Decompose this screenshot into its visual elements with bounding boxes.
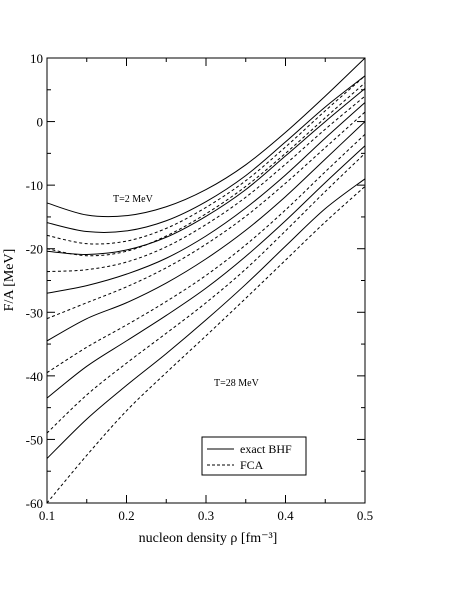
fca-curve-7	[46, 111, 366, 320]
plot-clip-group	[46, 57, 366, 504]
axis-ticks	[46, 57, 366, 504]
annotation-t2: T=2 MeV	[113, 194, 154, 205]
x-tick-label: 0.2	[118, 508, 134, 523]
bhf-curve-8	[46, 121, 366, 342]
legend: exact BHF FCA	[201, 436, 307, 476]
x-tick-label: 0.5	[357, 508, 373, 523]
fca-curve-13	[46, 186, 366, 504]
fca-curve-1	[46, 75, 366, 245]
x-axis-label: nucleon density ρ [fm⁻³]	[139, 531, 278, 546]
bhf-curve-6	[46, 102, 366, 294]
bhf-curve-2	[46, 75, 366, 233]
bhf-curve-10	[46, 145, 366, 399]
y-tick-label: -30	[26, 305, 43, 320]
bhf-curve-12	[46, 178, 366, 459]
y-tick-label: -10	[26, 178, 43, 193]
fca-curve-3	[46, 82, 366, 257]
y-tick-label: -60	[26, 496, 43, 511]
fca-curve-11	[46, 152, 366, 434]
annotation-t28: T=28 MeV	[214, 378, 260, 389]
x-tick-label: 0.1	[39, 508, 55, 523]
y-tick-label: -50	[26, 432, 43, 447]
y-tick-label: 0	[37, 115, 44, 130]
y-tick-label: -40	[26, 369, 43, 384]
legend-label-fca: FCA	[240, 458, 264, 472]
legend-label-exact-bhf: exact BHF	[240, 442, 292, 456]
x-tick-label: 0.3	[198, 508, 214, 523]
y-axis-label: F/A [MeV]	[2, 249, 17, 312]
bhf-curve-0	[46, 57, 366, 218]
y-tick-label: 10	[30, 51, 43, 66]
x-tick-label: 0.4	[277, 508, 294, 523]
tick-labels: 0.1 0.2 0.3 0.4 0.5 -60 -50 -40 -30 -20 -10 0 10	[26, 51, 373, 523]
legend-box	[201, 436, 307, 476]
y-tick-label: -20	[26, 242, 43, 257]
plot-frame	[46, 57, 366, 504]
bhf-curve-4	[46, 88, 366, 255]
fca-curve-5	[46, 95, 366, 273]
fca-curve-9	[46, 133, 366, 374]
